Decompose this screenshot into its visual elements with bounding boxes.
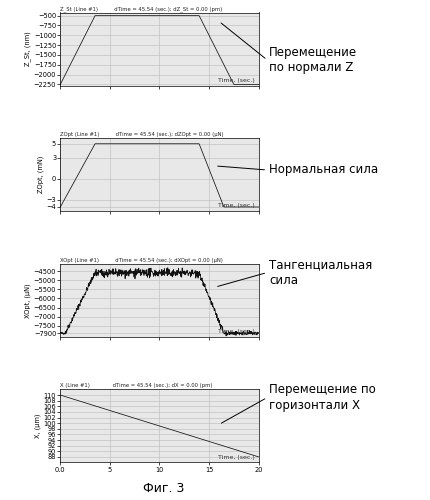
Text: XOpt (Line #1)          dTime = 45.54 (sec.); dXOpt = 0.00 (μN): XOpt (Line #1) dTime = 45.54 (sec.); dXO… — [60, 258, 223, 262]
Text: Перемещение
по нормали Z: Перемещение по нормали Z — [269, 46, 356, 74]
Text: Time, (sec.): Time, (sec.) — [218, 329, 254, 334]
Text: Z_St (Line #1)          dTime = 45.54 (sec.); dZ_St = 0.00 (pm): Z_St (Line #1) dTime = 45.54 (sec.); dZ_… — [60, 6, 222, 12]
Y-axis label: X, (μm): X, (μm) — [34, 414, 41, 438]
Text: X (Line #1)              dTime = 45.54 (sec.); dX = 0.00 (pm): X (Line #1) dTime = 45.54 (sec.); dX = 0… — [60, 384, 212, 388]
Text: Time, (sec.): Time, (sec.) — [218, 78, 254, 82]
Text: Time, (sec.): Time, (sec.) — [218, 454, 254, 460]
Text: Фиг. 3: Фиг. 3 — [143, 482, 184, 496]
Y-axis label: XOpt, (μN): XOpt, (μN) — [25, 283, 31, 318]
Text: Time, (sec.): Time, (sec.) — [218, 204, 254, 208]
Text: Нормальная сила: Нормальная сила — [269, 164, 378, 176]
Y-axis label: Z_St, (nm): Z_St, (nm) — [24, 32, 31, 66]
Text: ZOpt (Line #1)          dTime = 45.54 (sec.); dZOpt = 0.00 (μN): ZOpt (Line #1) dTime = 45.54 (sec.); dZO… — [60, 132, 224, 137]
Y-axis label: ZOpt, (mN): ZOpt, (mN) — [37, 156, 43, 194]
Text: Перемещение по
горизонтали X: Перемещение по горизонтали X — [269, 384, 375, 411]
Text: Тангенциальная
сила: Тангенциальная сила — [269, 258, 372, 286]
